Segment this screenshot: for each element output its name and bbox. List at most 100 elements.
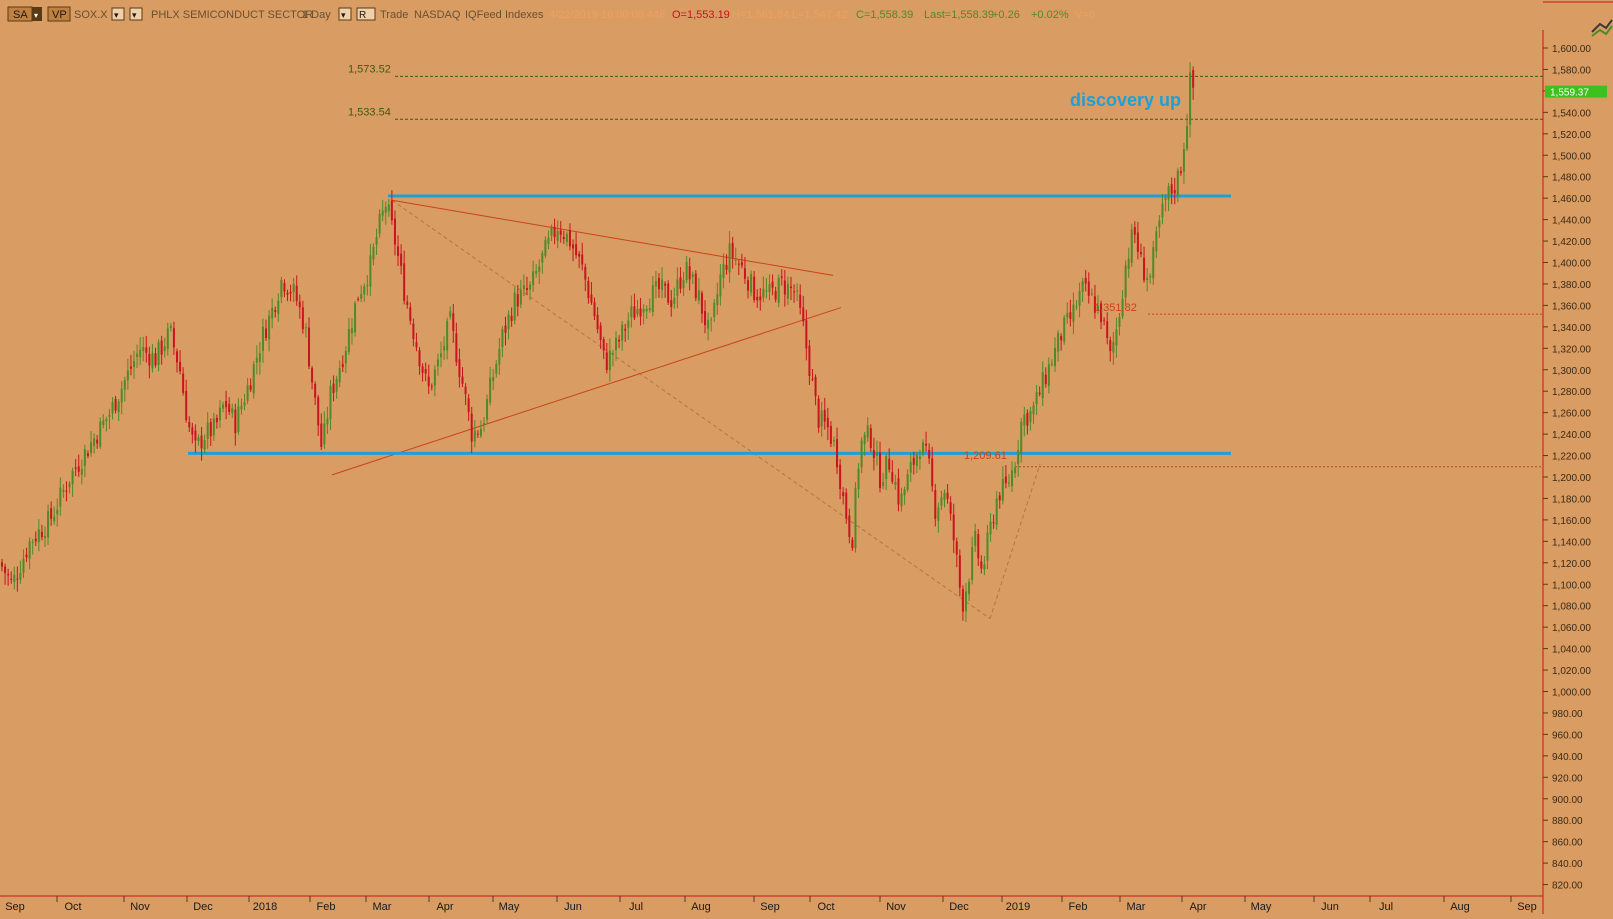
datetime-label: 4/22/2019 16:00:00.448 (549, 9, 665, 21)
candle-body (228, 404, 231, 413)
candle-body (393, 218, 396, 245)
y-tick-label: 1,280.00 (1552, 387, 1591, 398)
candle-body (1026, 412, 1029, 426)
symbol-text[interactable]: SOX.X (74, 9, 108, 21)
candle-body (28, 541, 31, 559)
candle-body (977, 534, 980, 559)
candle-body (77, 466, 80, 472)
candle-body (608, 350, 611, 371)
y-tick-label: 1,320.00 (1552, 344, 1591, 355)
candle-body (1133, 227, 1136, 235)
candle-body (971, 547, 974, 581)
interval-dropdown[interactable]: ▾ (338, 7, 352, 21)
candle-body (412, 323, 415, 339)
candle-body (320, 423, 323, 447)
x-tick-label: Sep (760, 901, 780, 913)
y-tick-label: 1,360.00 (1552, 301, 1591, 312)
candle-body (326, 418, 329, 425)
candle-body (225, 400, 228, 408)
candle-body (1096, 305, 1099, 311)
candle-body (728, 243, 731, 273)
candle-body (354, 303, 357, 333)
candle-body (252, 364, 255, 394)
candle-body (1170, 184, 1173, 194)
candle-body (102, 420, 105, 426)
candle-body (1112, 341, 1115, 353)
candle-body (734, 259, 737, 261)
x-tick-label: Aug (691, 901, 711, 913)
candle-body (308, 327, 310, 367)
candle-body (931, 458, 934, 487)
candle-body (615, 337, 617, 351)
candle-body (525, 287, 528, 290)
candle-body (740, 262, 743, 266)
sa-button[interactable]: SA ▾ (7, 6, 42, 22)
candle-body (575, 244, 578, 256)
candle-body (1017, 449, 1020, 465)
upper-trendline[interactable] (391, 199, 834, 276)
drawing-objects[interactable] (188, 75, 1543, 619)
candle-body (903, 489, 906, 496)
candle-body (443, 346, 446, 351)
chart-tools-icon[interactable] (1591, 19, 1613, 37)
lower-trendline[interactable] (331, 307, 842, 476)
vp-button[interactable]: VP (47, 6, 71, 22)
candle-body (1186, 126, 1189, 149)
candle-body (495, 363, 498, 374)
candle-body (958, 555, 961, 588)
mode-button[interactable]: R (356, 7, 376, 21)
candle-body (897, 478, 900, 505)
candle-body (1050, 363, 1053, 365)
y-tick-label: 1,180.00 (1552, 494, 1591, 505)
candle-body (725, 264, 728, 270)
candle-body (906, 474, 909, 490)
candle-body (197, 437, 200, 442)
candle-body (317, 397, 320, 426)
y-tick-label: 1,380.00 (1552, 280, 1591, 291)
candle-body (544, 239, 547, 256)
candle-body (175, 351, 178, 363)
candle-body (1, 562, 3, 567)
swing-connector-line[interactable] (989, 463, 1041, 619)
candle-body (43, 535, 46, 538)
link-dropdown[interactable]: ▾ (129, 7, 143, 21)
candle-body (578, 253, 581, 257)
candle-body (114, 398, 117, 411)
candle-body (1182, 149, 1185, 172)
candle-body (160, 340, 163, 355)
candle-body (452, 313, 455, 331)
swing-connector-line[interactable] (391, 199, 991, 619)
candle-body (486, 399, 489, 420)
candle-body (786, 283, 789, 299)
candle-body (179, 361, 182, 372)
x-tick-label: Jun (1321, 901, 1339, 913)
candle-body (157, 341, 160, 366)
candle-body (793, 291, 796, 293)
candle-body (851, 539, 854, 549)
candle-body (120, 388, 123, 403)
candle-body (961, 589, 964, 612)
candle-body (986, 532, 989, 561)
interval-text[interactable]: 1 Day (302, 9, 331, 21)
candle-body (295, 285, 298, 302)
candle-body (796, 290, 799, 292)
candle-body (811, 378, 814, 380)
symbol-dropdown[interactable]: ▾ (111, 7, 125, 21)
candle-body (1063, 317, 1066, 342)
low-price-label: 1,209.61 (964, 450, 1007, 462)
sa-button-label: SA (13, 9, 28, 21)
candle-body (476, 433, 479, 435)
candle-body (925, 443, 928, 446)
candle-body (329, 386, 332, 420)
candle-body (722, 263, 725, 278)
last-value: Last=1,558.39 (924, 9, 994, 21)
candle-body (1066, 312, 1069, 318)
candle-body (169, 326, 172, 328)
candle-body (888, 458, 891, 470)
candle-body (823, 409, 826, 422)
candle-body (1081, 281, 1084, 292)
candle-body (885, 456, 888, 480)
candle-body (126, 370, 129, 381)
candle-body (347, 329, 350, 352)
